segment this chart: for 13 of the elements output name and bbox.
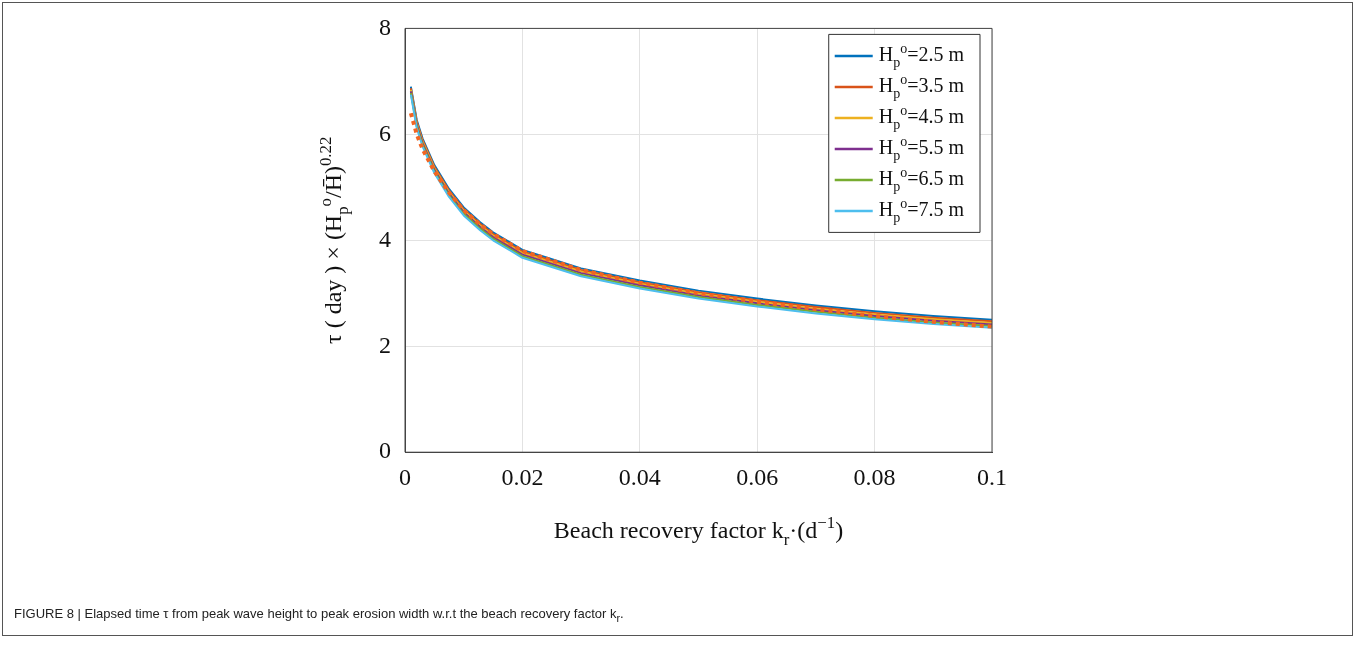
x-tick-label: 0.04 — [618, 463, 661, 490]
x-tick-label: 0.1 — [977, 463, 1007, 490]
x-tick-label: 0 — [399, 463, 411, 490]
x-tick-label: 0.08 — [853, 463, 896, 490]
x-tick-label: 0.06 — [736, 463, 779, 490]
y-tick-label: 6 — [379, 119, 391, 146]
y-tick-label: 4 — [379, 225, 391, 252]
x-tick-label: 0.02 — [501, 463, 544, 490]
y-tick-label: 8 — [379, 13, 391, 40]
caption: FIGURE 8 | Elapsed time τ from peak wave height to peak erosion width w.r.t the beach recovery factor k$_{r}$. — [14, 606, 624, 624]
y-tick-label: 0 — [379, 437, 391, 464]
y-axis-title: τ ( day ) × (Hpo/H̄)0.22 — [316, 136, 352, 344]
y-tick-label: 2 — [379, 331, 391, 358]
